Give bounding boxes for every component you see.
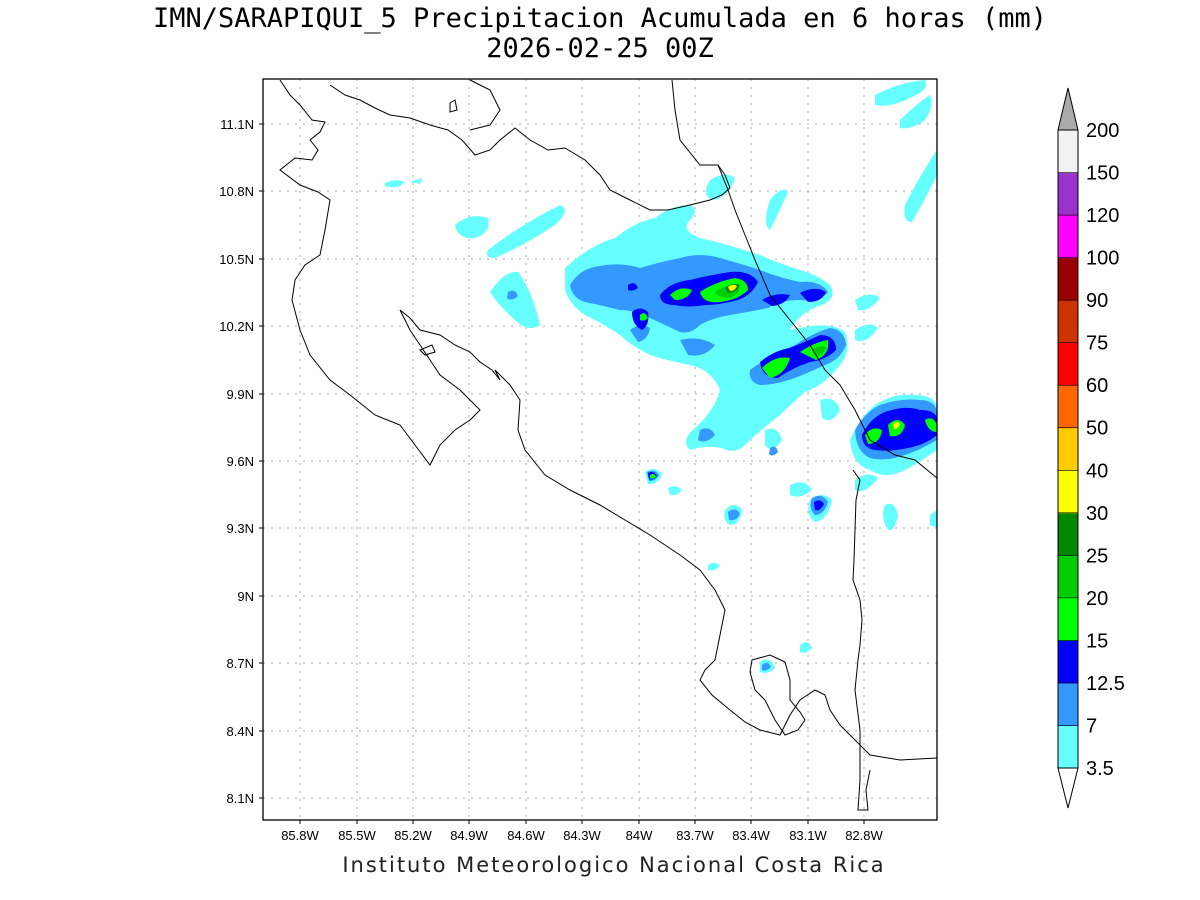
latitude-axis: 11.1N 10.8N 10.5N 10.2N 9.9N 9.6N 9.3N 9… <box>219 117 263 806</box>
colorbar-swatch <box>1058 172 1078 216</box>
colorbar-label: 12.5 <box>1086 673 1125 695</box>
colorbar-bottom-arrow <box>1057 767 1079 809</box>
colorbar-top-arrow <box>1057 87 1079 131</box>
colorbar-swatch <box>1058 427 1078 471</box>
colorbar-swatch <box>1058 257 1078 301</box>
colorbar-swatch <box>1058 512 1078 556</box>
colorbar-label: 25 <box>1086 545 1108 567</box>
lat-label: 11.1N <box>220 117 254 132</box>
lat-label: 9.9N <box>227 387 254 402</box>
colorbar-swatch <box>1058 130 1078 174</box>
colorbar-label: 60 <box>1086 375 1108 397</box>
colorbar-swatch <box>1058 597 1078 641</box>
colorbar-label: 75 <box>1086 333 1108 355</box>
lon-label: 84.3W <box>563 828 601 843</box>
colorbar-swatch <box>1058 555 1078 599</box>
coastlines <box>279 79 937 811</box>
colorbar-legend: 3.5 7 12.5 15 20 25 30 40 50 60 75 90 100 120 150 200 <box>1057 87 1125 809</box>
lon-label: 85.5W <box>338 828 376 843</box>
lon-label: 83.7W <box>676 828 714 843</box>
lat-label: 8.4N <box>227 724 254 739</box>
map-frame <box>262 78 938 821</box>
lon-label: 82.8W <box>845 828 883 843</box>
colorbar-swatch <box>1058 640 1078 684</box>
colorbar-label: 100 <box>1086 248 1119 270</box>
map-title: IMN/SARAPIQUI_5 Precipitacion Acumulada … <box>152 3 1048 34</box>
colorbar-label: 3.5 <box>1086 758 1114 780</box>
lon-label: 85.2W <box>394 828 432 843</box>
lat-label: 8.7N <box>227 656 254 671</box>
colorbar-label: 150 <box>1086 163 1119 185</box>
lon-label: 85.8W <box>281 828 319 843</box>
colorbar-label: 20 <box>1086 588 1108 610</box>
colorbar-swatch <box>1058 470 1078 514</box>
lon-label: 84W <box>626 828 653 843</box>
lat-label: 9.6N <box>227 454 254 469</box>
colorbar-swatch <box>1058 385 1078 429</box>
colorbar-label: 15 <box>1086 630 1108 652</box>
colorbar-outline <box>1057 129 1079 769</box>
precipitation-field <box>385 80 937 673</box>
lat-label: 9.3N <box>227 521 254 536</box>
footer-credit: Instituto Meteorologico Nacional Costa R… <box>342 853 886 877</box>
lat-label: 10.5N <box>219 252 254 267</box>
lat-label: 8.1N <box>227 791 254 806</box>
colorbar-swatch <box>1058 215 1078 259</box>
colorbar-label: 30 <box>1086 503 1108 525</box>
map-valid-time: 2026-02-25 00Z <box>486 33 714 64</box>
colorbar-label: 200 <box>1086 120 1119 142</box>
colorbar-label: 7 <box>1086 715 1097 737</box>
lat-label: 10.2N <box>219 319 254 334</box>
colorbar-swatch <box>1058 342 1078 386</box>
lon-label: 84.6W <box>507 828 545 843</box>
colorbar-label: 40 <box>1086 460 1108 482</box>
colorbar-label: 50 <box>1086 418 1108 440</box>
lat-label: 9N <box>237 589 254 604</box>
colorbar-label: 90 <box>1086 290 1108 312</box>
colorbar-swatch <box>1058 300 1078 344</box>
longitude-axis: 85.8W 85.5W 85.2W 84.9W 84.6W 84.3W 84W … <box>281 820 884 843</box>
lon-label: 84.9W <box>450 828 488 843</box>
lon-label: 83.4W <box>732 828 770 843</box>
grid-lines <box>263 79 937 820</box>
colorbar-swatch <box>1058 725 1078 769</box>
lon-label: 83.1W <box>789 828 827 843</box>
colorbar-label: 120 <box>1086 205 1119 227</box>
lat-label: 10.8N <box>219 184 254 199</box>
colorbar-swatch <box>1058 682 1078 726</box>
